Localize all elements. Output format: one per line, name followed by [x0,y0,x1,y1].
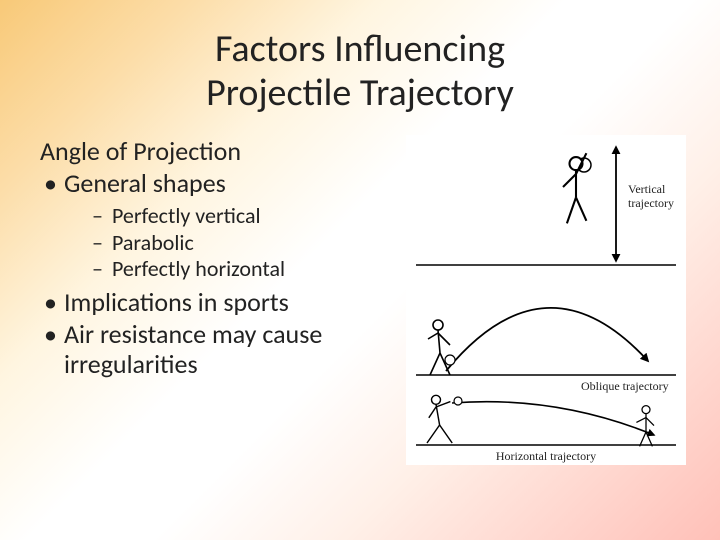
subheading: Angle of Projection [40,135,400,167]
svg-text:Horizontal trajectory: Horizontal trajectory [496,449,596,463]
title-line-2: Projectile Trajectory [206,70,514,116]
bullet-air-resistance: Air resistance may cause irregularities [40,320,400,380]
content-row: Angle of Projection General shapes Perfe… [40,135,680,465]
bullet-text: General shapes [64,167,226,199]
figure-column: Verticaltrajectory Oblique trajectory Hori… [406,135,686,465]
sub-bullet-parabolic: Parabolic [64,230,400,256]
bullet-implications: Implications in sports [40,288,400,318]
svg-text:trajectory: trajectory [628,196,674,210]
sub-bullet-horizontal: Perfectly horizontal [64,256,400,282]
sub-bullet-list: Perfectly vertical Parabolic Perfectly h… [64,203,400,282]
trajectory-diagram: Verticaltrajectory Oblique trajectory Hori… [406,135,686,465]
bullet-general-shapes: General shapes Perfectly vertical Parabo… [40,169,400,282]
slide: Factors Influencing Projectile Trajector… [0,0,720,540]
title-line-1: Factors Influencing [215,26,505,72]
sub-bullet-vertical: Perfectly vertical [64,203,400,229]
svg-text:Oblique trajectory: Oblique trajectory [581,379,669,393]
svg-text:Vertical: Vertical [628,182,666,196]
bullet-list: General shapes Perfectly vertical Parabo… [40,169,400,380]
slide-title: Factors Influencing Projectile Trajector… [40,28,680,115]
text-column: Angle of Projection General shapes Perfe… [40,135,400,382]
